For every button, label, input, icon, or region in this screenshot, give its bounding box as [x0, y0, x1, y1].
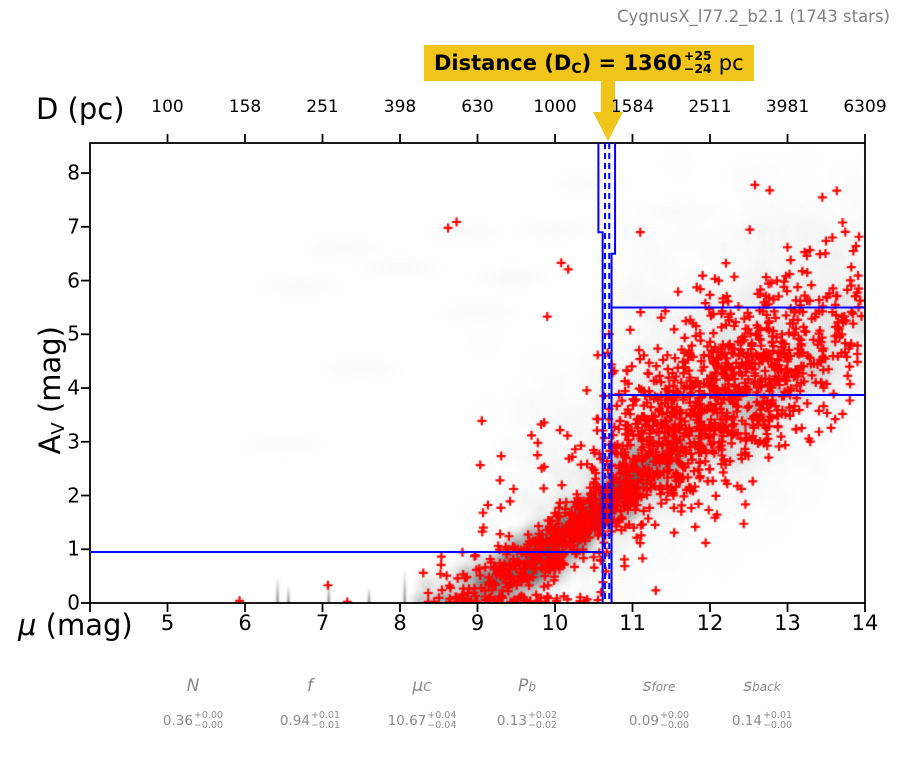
param-value: 0.09 +0.00 −0.00 — [628, 710, 690, 731]
x-tick-label: 11 — [619, 611, 646, 635]
param-column: Pb 0.13 +0.02 −0.02 — [497, 676, 557, 731]
y-tick-label: 3 — [67, 429, 80, 454]
x-tick-label: 8 — [393, 611, 407, 635]
y-tick-label: 0 — [67, 590, 80, 615]
x-axis-label-mu: μ — [18, 608, 37, 642]
top-tick-label: 158 — [228, 97, 262, 117]
param-column: μC 10.67 +0.04 −0.04 — [388, 676, 457, 731]
top-tick-label: 1584 — [610, 97, 655, 117]
y-tick-label: 4 — [67, 375, 80, 400]
param-value: 0.14 +0.01 −0.00 — [731, 710, 793, 731]
y-tick-label: 7 — [67, 214, 80, 239]
param-column: sfore 0.09 +0.00 −0.00 — [629, 676, 689, 731]
param-label: sfore — [642, 676, 676, 696]
top-tick-label: 100 — [151, 97, 184, 117]
top-tick-label: 398 — [383, 97, 417, 117]
param-column: N 0.36 +0.00 −0.00 — [163, 676, 223, 731]
top-tick-label: 6309 — [843, 97, 887, 117]
x-tick-label: 10 — [541, 611, 569, 635]
annotation-equals: ) = — [581, 51, 624, 75]
x-tick-label: 9 — [470, 611, 485, 635]
param-value: 10.67 +0.04 −0.04 — [387, 710, 457, 731]
y-tick-label: 1 — [67, 536, 80, 561]
annotation-unit: pc — [718, 51, 744, 75]
annotation-error-minus: −24 — [683, 61, 712, 76]
param-column: sback 0.14 +0.01 −0.00 — [732, 676, 792, 731]
x-tick-label: 13 — [774, 611, 801, 635]
top-tick-label: 2511 — [688, 97, 732, 117]
param-label: N — [186, 676, 200, 696]
annotation-value: 1360 — [623, 51, 682, 75]
annotation-error-plus: +25 — [683, 48, 712, 64]
top-tick-label: 251 — [306, 97, 339, 117]
param-value: 0.36 +0.00 −0.00 — [162, 710, 224, 731]
x-axis-label-units: (mag) — [36, 608, 133, 642]
param-value: 0.94 +0.01 −0.01 — [279, 710, 341, 731]
y-tick-label: 8 — [67, 160, 80, 185]
x-tick-label: 12 — [696, 611, 724, 635]
top-tick-label: 1000 — [533, 97, 577, 117]
param-label: f — [307, 676, 313, 696]
top-tick-label: 630 — [461, 97, 494, 117]
density-scatter-canvas — [90, 143, 865, 603]
param-label: sback — [743, 676, 781, 696]
param-value: 0.13 +0.02 −0.02 — [496, 710, 558, 731]
y-tick-label: 2 — [67, 483, 80, 508]
annotation-subscript: C — [571, 61, 582, 77]
x-tick-label: 7 — [315, 611, 330, 635]
figure-title: CygnusX_l77.2_b2.1 (1743 stars) — [616, 7, 890, 26]
annotation-prefix: Distance (D — [434, 51, 572, 75]
x-tick-label: 5 — [160, 611, 175, 635]
annotation-errors: +25 −24 — [683, 48, 712, 76]
y-tick-label: 5 — [67, 321, 80, 346]
x-axis-label: μ (mag) — [18, 608, 133, 642]
param-label: μC — [412, 676, 432, 696]
param-label: Pb — [518, 676, 536, 696]
distance-annotation: Distance (D C) = 1360 +25 −24 pc — [424, 45, 754, 81]
top-axis-label: D (pc) — [36, 92, 125, 126]
param-column: f 0.94 +0.01 −0.01 — [280, 676, 340, 731]
x-tick-label: 6 — [238, 611, 252, 635]
top-tick-label: 3981 — [765, 97, 810, 117]
y-tick-label: 6 — [67, 268, 80, 293]
x-tick-label: 14 — [851, 611, 879, 635]
